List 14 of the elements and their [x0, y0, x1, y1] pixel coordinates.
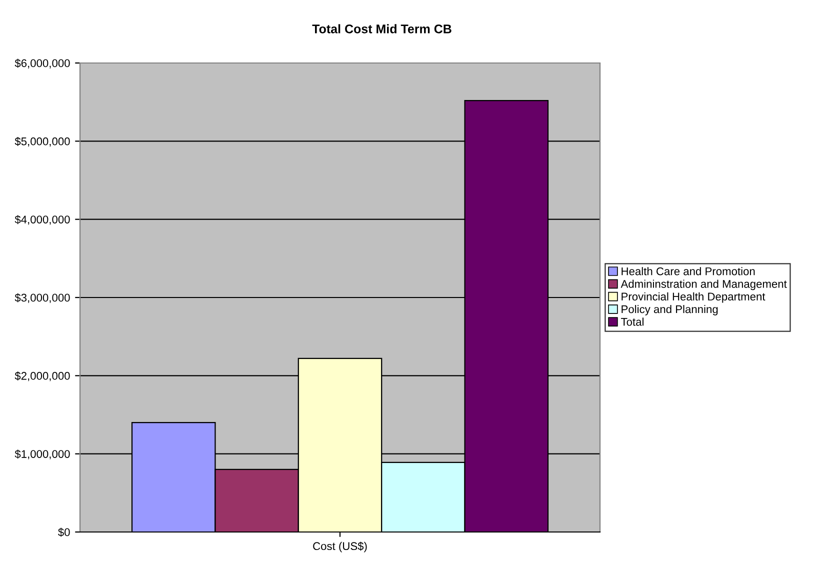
y-tick-label: $1,000,000 [14, 450, 70, 460]
legend-label: Policy and Planning [622, 304, 718, 316]
y-tick-label: $6,000,000 [14, 58, 70, 68]
legend-label: Admininstration and Management [620, 280, 787, 290]
y-tick-label: $5,000,000 [14, 136, 70, 147]
y-tick-label: $0 [58, 528, 70, 537]
legend-label: Health Care and Promotion [622, 267, 755, 276]
chart-title: Total Cost Mid Term CB [312, 24, 452, 34]
y-tick-label: $3,000,000 [14, 293, 70, 303]
legend-label: Provincial Health Department [622, 292, 766, 303]
x-tick-label: Cost (US$) [313, 542, 367, 552]
y-tick-label: $4,000,000 [14, 215, 70, 225]
y-tick-label: $2,000,000 [14, 371, 70, 382]
legend-label: Total [621, 318, 644, 326]
